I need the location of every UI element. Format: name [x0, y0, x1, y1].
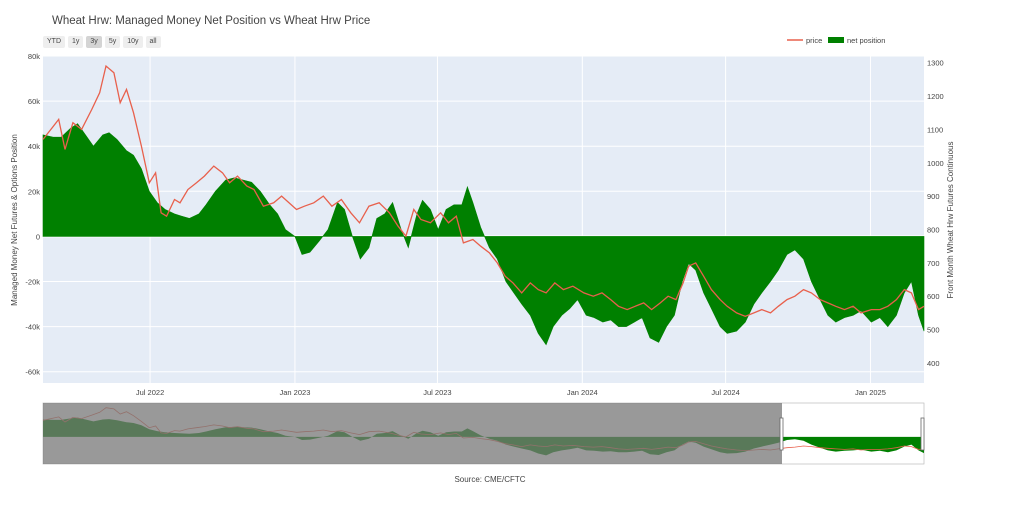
- legend-net-position-label[interactable]: net position: [847, 36, 885, 45]
- x-tick-label: Jan 2023: [280, 388, 311, 397]
- x-tick-label: Jul 2023: [423, 388, 451, 397]
- price-line-path: [42, 64, 925, 317]
- chart-title: Wheat Hrw: Managed Money Net Position vs…: [52, 15, 371, 27]
- range-button-ytd[interactable]: YTD: [43, 36, 65, 48]
- y-left-tick-label: 60k: [28, 97, 40, 106]
- legend-net-position-swatch: [828, 37, 844, 43]
- price-line: [42, 64, 925, 317]
- y-left-tick-label: -20k: [25, 278, 40, 287]
- y-left-tick-label: 40k: [28, 142, 40, 151]
- range-slider-left-handle[interactable]: [779, 417, 784, 451]
- y-right-tick-label: 1300: [927, 59, 944, 68]
- y-left-tick-label: -40k: [25, 323, 40, 332]
- y-right-tick-label: 900: [927, 192, 940, 201]
- source-note: Source: CME/CFTC: [454, 475, 526, 484]
- y-right-tick-label: 800: [927, 226, 940, 235]
- y-right-tick-label: 400: [927, 359, 940, 368]
- range-slider-right-handle[interactable]: [920, 417, 925, 451]
- y-right-tick-label: 1000: [927, 159, 944, 168]
- y-left-tick-label: -60k: [25, 368, 40, 377]
- y-left-axis-label: Managed Money Net Futures & Options Posi…: [10, 134, 19, 306]
- y-right-axis-label: Front Month Wheat Hrw Futures Continuous: [946, 142, 955, 299]
- y-left-tick-label: 0: [36, 232, 40, 241]
- legend[interactable]: price net position: [787, 36, 885, 45]
- range-button-3y[interactable]: 3y: [86, 36, 102, 48]
- y-left-tick-label: 20k: [28, 187, 40, 196]
- y-left-tick-label: 80k: [28, 52, 40, 61]
- x-tick-label: Jul 2024: [711, 388, 739, 397]
- x-tick-label: Jan 2025: [855, 388, 886, 397]
- y-right-tick-label: 700: [927, 259, 940, 268]
- gridlines: [43, 55, 924, 383]
- x-tick-label: Jan 2024: [567, 388, 598, 397]
- range-button-10y[interactable]: 10y: [123, 36, 143, 48]
- range-slider-mask: [43, 403, 782, 464]
- range-selector: YTD 1y 3y 5y 10y all: [43, 36, 161, 48]
- range-button-1y[interactable]: 1y: [68, 36, 84, 48]
- range-button-all[interactable]: all: [145, 36, 161, 48]
- y-right-tick-label: 1200: [927, 92, 944, 101]
- y-right-tick-label: 1100: [927, 125, 943, 134]
- axes: Jul 2022 Jan 2023 Jul 2023 Jan 2024 Jul 2024…: [25, 52, 943, 397]
- range-button-5y[interactable]: 5y: [104, 36, 121, 48]
- y-right-tick-label: 500: [927, 326, 940, 335]
- y-right-tick-label: 600: [927, 292, 940, 301]
- range-slider[interactable]: [42, 402, 925, 465]
- net-position-area-path: [42, 123, 925, 346]
- net-position-area: [42, 123, 925, 346]
- legend-price-label[interactable]: price: [806, 36, 822, 45]
- x-tick-label: Jul 2022: [136, 388, 164, 397]
